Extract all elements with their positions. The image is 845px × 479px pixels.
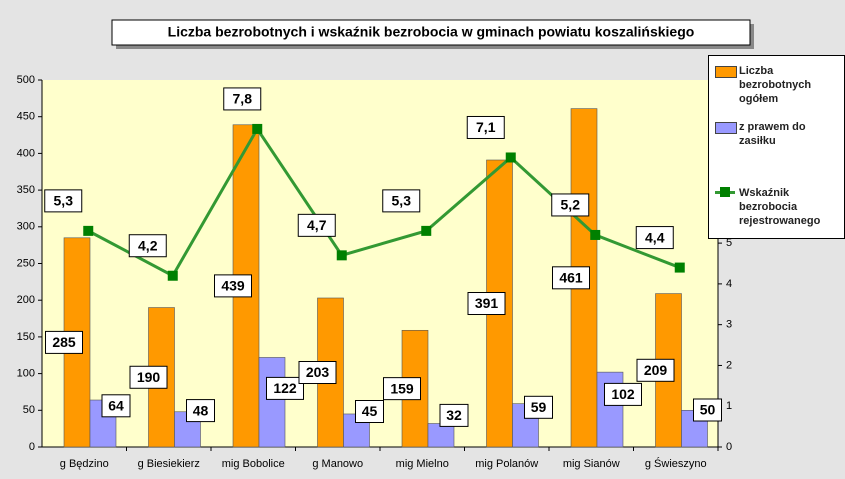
bar-value-label: 285 [52,334,76,350]
bar [258,357,286,448]
bar-value-label-box [636,358,675,382]
bar-value-label-box [439,403,469,427]
bar-value-label-box [383,377,421,401]
legend: Liczba bezrobotnych ogółem z prawem do za… [708,55,845,239]
line-marker [83,225,94,236]
x-tick-label: mig Polanów [475,458,538,470]
line-value-label-box [382,189,421,213]
bar-value-label: 190 [137,369,161,385]
y2-tick-label: 4 [726,278,732,290]
y-tick-label: 400 [17,147,35,159]
line-marker [505,152,516,163]
y-tick-label: 200 [17,294,35,306]
line-value-label-box [44,189,83,213]
line-marker [674,262,685,273]
bar-value-label: 391 [475,295,499,311]
line-marker [590,229,601,240]
y-tick-label: 300 [17,221,35,233]
y2-tick-label: 0 [726,441,732,453]
line-value-label-box [466,115,505,139]
line-value-label-box [635,226,674,250]
bar-value-label-box [467,292,506,316]
bar [427,423,455,448]
bar-value-label: 102 [611,386,635,402]
bar-value-label-box [186,399,215,423]
line-marker [252,123,263,134]
line-value-label: 7,1 [476,119,496,135]
x-tick-label: g Świeszyno [645,457,707,470]
line-value-label: 5,2 [561,197,581,213]
bar-value-label: 461 [559,270,583,286]
bar-value-label: 64 [108,398,124,414]
y-tick-label: 250 [17,257,35,269]
y2-tick-label: 2 [726,359,732,371]
line-marker [167,270,178,281]
bar-value-label-box [45,330,83,354]
bar-value-label: 45 [362,403,378,419]
y2-tick-label: 5 [726,237,732,249]
y2-tick-label: 1 [726,400,732,412]
line-value-label-box [297,213,336,237]
x-tick-label: g Będzino [60,458,109,470]
line-value-label: 4,4 [645,229,665,245]
bar-value-label: 48 [193,402,209,418]
legend-label: z prawem do zasiłku [739,121,806,147]
legend-marker [720,187,730,197]
y-tick-label: 0 [29,441,35,453]
bar-value-label: 203 [306,364,330,380]
line-marker [421,225,432,236]
x-tick-label: mig Sianów [563,458,620,470]
bar-value-label: 439 [221,278,245,294]
legend-label: Wskaźnik bezrobocia rejestrowanego [739,187,821,227]
legend-label: Liczba bezrobotnych ogółem [739,65,812,105]
bar-value-label-box [101,394,131,418]
y-tick-label: 350 [17,184,35,196]
y-tick-label: 50 [23,404,35,416]
line-value-label: 7,8 [233,91,253,107]
legend-swatch [715,187,735,197]
bar-value-label: 32 [446,407,462,423]
line-value-label: 4,2 [138,237,158,253]
bar-value-label: 59 [531,399,547,415]
bar-value-label-box [552,266,590,290]
legend-swatch [715,66,737,78]
line-value-label-box [128,234,167,258]
line-value-label-box [551,193,590,217]
line-value-label: 5,3 [392,193,412,209]
line-value-label: 4,7 [307,217,327,233]
line-value-label: 5,3 [54,193,74,209]
x-tick-label: mig Mielno [396,458,449,470]
bar-value-label-box [214,274,252,298]
bar-value-label: 159 [390,380,414,396]
y-tick-label: 450 [17,111,35,123]
bar-value-label-box [524,395,553,419]
x-tick-label: g Manowo [312,458,363,470]
y-tick-label: 100 [17,368,35,380]
line [87,126,681,278]
line-marker [336,250,347,261]
bar-value-label-box [266,376,304,400]
y2-tick-label: 3 [726,319,732,331]
line-value-label-box [223,87,262,111]
title-box [111,19,751,46]
bar-value-label: 122 [273,380,297,396]
bar-value-label-box [693,398,722,422]
bar-value-label-box [298,360,337,384]
legend-swatch [715,122,737,134]
bar-value-label-box [604,382,642,406]
chart-title: Liczba bezrobotnych i wskaźnik bezroboci… [168,24,695,40]
bar-value-label: 209 [644,362,668,378]
y-tick-label: 500 [17,74,35,86]
bar-value-label-box [129,365,168,389]
bar-value-label-box [355,400,384,423]
x-tick-label: mig Bobolice [222,458,285,470]
y-tick-label: 150 [17,331,35,343]
x-tick-label: g Biesiekierz [138,458,200,470]
bar-value-label: 50 [700,402,716,418]
